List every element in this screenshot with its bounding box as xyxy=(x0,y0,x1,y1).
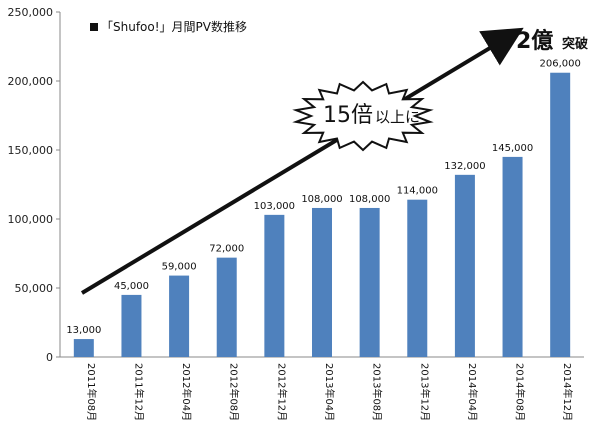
y-ticks: 0 50,000 100,000 150,000 200,000 250,000 xyxy=(8,6,60,364)
bar-value-label: 132,000 xyxy=(444,161,485,172)
y-tick-label: 0 xyxy=(46,351,53,364)
category-label: 2013年08月 xyxy=(371,363,384,421)
category-label: 2013年04月 xyxy=(323,363,336,421)
bar xyxy=(550,72,571,357)
bar-value-label: 103,000 xyxy=(254,201,295,212)
category-label: 2011年08月 xyxy=(85,363,98,421)
data-labels: 13,000 45,000 59,000 72,000 103,000 108,000 10… xyxy=(66,59,581,336)
category-label: 2014年08月 xyxy=(514,363,527,421)
category-label: 2012年12月 xyxy=(275,363,288,421)
bar xyxy=(359,207,380,357)
headline-suffix: 突破 xyxy=(562,36,588,52)
burst-number: 15倍 xyxy=(323,103,373,128)
y-tick-label: 100,000 xyxy=(8,213,54,226)
y-tick-label: 150,000 xyxy=(8,144,54,157)
headline-number: 2億 xyxy=(516,28,553,54)
category-label: 2014年12月 xyxy=(561,363,574,421)
burst-callout: 15倍 以上に xyxy=(292,80,434,152)
bar xyxy=(264,214,285,357)
bar xyxy=(73,339,94,357)
category-label: 2011年12月 xyxy=(132,363,145,421)
bar-value-label: 206,000 xyxy=(540,59,581,70)
bar xyxy=(121,294,142,357)
category-label: 2013年12月 xyxy=(418,363,431,421)
bar-value-label: 45,000 xyxy=(114,281,149,292)
y-tick-label: 250,000 xyxy=(8,6,54,19)
bar-value-label: 59,000 xyxy=(162,262,197,273)
bar-value-label: 108,000 xyxy=(349,194,390,205)
bar-value-label: 145,000 xyxy=(492,143,533,154)
y-tick-label: 50,000 xyxy=(15,282,54,295)
burst-shape xyxy=(292,80,434,152)
y-tick-label: 200,000 xyxy=(8,75,54,88)
legend-marker xyxy=(90,23,98,31)
bars xyxy=(73,72,571,357)
bar-value-label: 72,000 xyxy=(209,244,244,255)
bar-value-label: 108,000 xyxy=(301,194,342,205)
burst-suffix: 以上に xyxy=(375,108,420,126)
bar xyxy=(407,199,428,357)
category-labels: 2011年08月 2011年12月 2012年04月 2012年08月 2012年12月… xyxy=(85,363,574,421)
bar-value-label: 114,000 xyxy=(397,186,438,197)
category-label: 2012年04月 xyxy=(180,363,193,421)
category-label: 2012年08月 xyxy=(228,363,241,421)
category-label: 2014年04月 xyxy=(466,363,479,421)
growth-arrow xyxy=(80,27,524,295)
chart-title: 「Shufoo!」月間PV数推移 xyxy=(101,19,247,34)
bar-value-label: 13,000 xyxy=(66,325,101,336)
bar xyxy=(216,257,237,357)
bar xyxy=(454,174,475,357)
bar xyxy=(312,207,332,357)
bar xyxy=(169,275,190,357)
bar xyxy=(502,156,523,357)
